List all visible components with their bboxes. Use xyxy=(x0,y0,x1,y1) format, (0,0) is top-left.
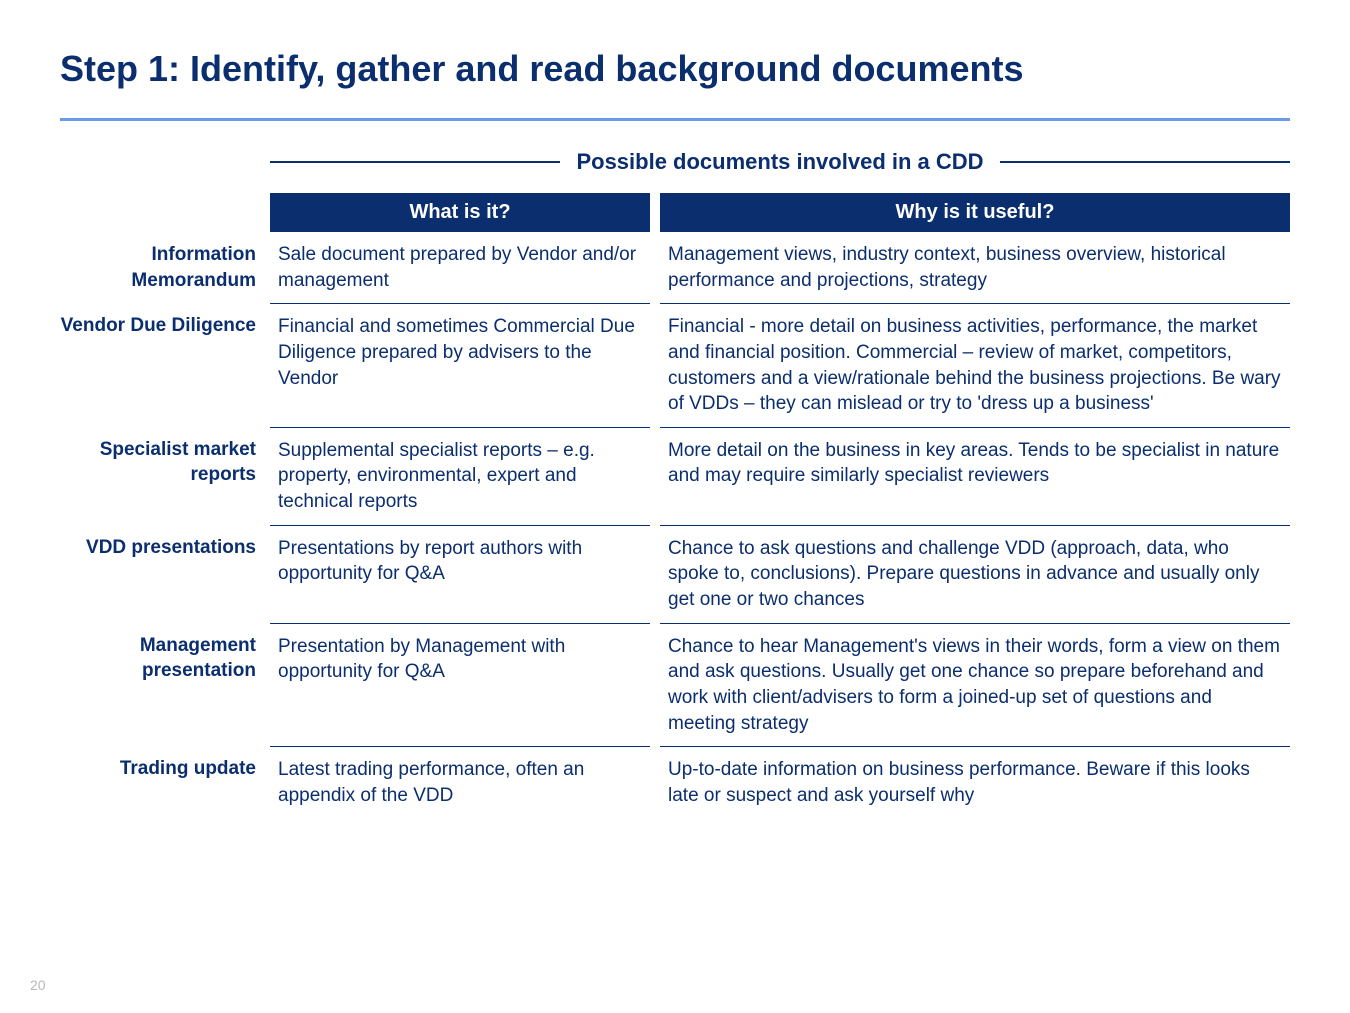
cell-why: More detail on the business in key areas… xyxy=(660,427,1290,525)
title-divider xyxy=(60,118,1290,121)
column-header-why: Why is it useful? xyxy=(660,193,1290,232)
cell-why: Up-to-date information on business perfo… xyxy=(660,746,1290,818)
page-number: 20 xyxy=(30,977,46,993)
cell-what: Latest trading performance, often an app… xyxy=(270,746,650,818)
row-label: Information Memorandum xyxy=(60,232,270,303)
row-label: Specialist market reports xyxy=(60,427,270,525)
cell-why: Financial - more detail on business acti… xyxy=(660,303,1290,427)
cell-what: Presentation by Management with opportun… xyxy=(270,623,650,747)
cell-what: Supplemental specialist reports – e.g. p… xyxy=(270,427,650,525)
subtitle-line-left xyxy=(270,161,560,163)
row-label: Vendor Due Diligence xyxy=(60,303,270,427)
cell-why: Chance to hear Management's views in the… xyxy=(660,623,1290,747)
page-title: Step 1: Identify, gather and read backgr… xyxy=(60,48,1290,90)
cell-what: Presentations by report authors with opp… xyxy=(270,525,650,623)
cell-what: Financial and sometimes Commercial Due D… xyxy=(270,303,650,427)
column-header-what: What is it? xyxy=(270,193,650,232)
cell-what: Sale document prepared by Vendor and/or … xyxy=(270,232,650,303)
row-label: Management presentation xyxy=(60,623,270,747)
subtitle-line-right xyxy=(1000,161,1290,163)
cell-why: Management views, industry context, busi… xyxy=(660,232,1290,303)
row-label: Trading update xyxy=(60,746,270,818)
row-label: VDD presentations xyxy=(60,525,270,623)
documents-table: What is it? Why is it useful? Informatio… xyxy=(60,193,1290,819)
content-area: Possible documents involved in a CDD xyxy=(60,149,1290,193)
subtitle: Possible documents involved in a CDD xyxy=(560,149,999,175)
subtitle-bar: Possible documents involved in a CDD xyxy=(270,149,1290,175)
cell-why: Chance to ask questions and challenge VD… xyxy=(660,525,1290,623)
